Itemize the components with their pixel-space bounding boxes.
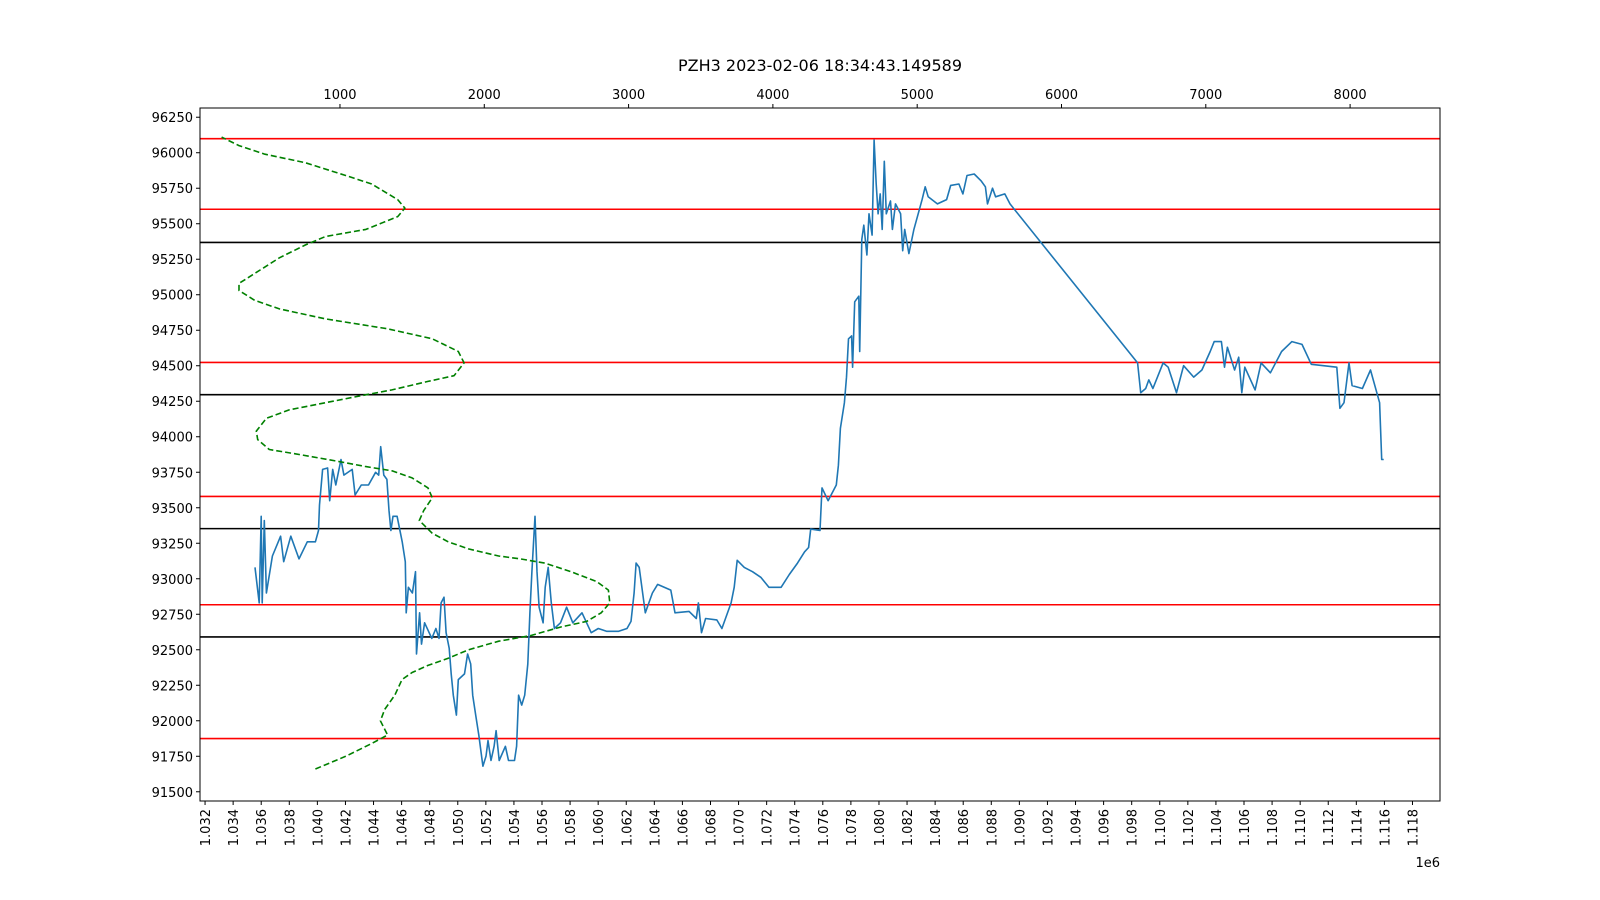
- x-tick-label: 1.038: [283, 809, 298, 846]
- x-tick-label: 1.050: [452, 809, 467, 846]
- x-tick-label: 1.052: [480, 809, 495, 846]
- y-tick-label: 94250: [152, 395, 193, 410]
- y-tick-label: 95750: [152, 182, 193, 197]
- x-tick-label: 1.084: [929, 809, 944, 846]
- y-tick-label: 94500: [152, 360, 193, 375]
- x-tick-label: 1.104: [1210, 809, 1225, 846]
- y-tick-label: 92000: [152, 715, 193, 730]
- x-tick-label: 1.070: [733, 809, 748, 846]
- y-tick-label: 94000: [152, 431, 193, 446]
- y-tick-label: 92250: [152, 679, 193, 694]
- x-tick-label: 1.100: [1154, 809, 1169, 846]
- x-tick-label: 1.092: [1041, 809, 1056, 846]
- chart-title: PZH3 2023-02-06 18:34:43.149589: [678, 56, 962, 75]
- x2-tick-label: 8000: [1334, 88, 1367, 103]
- y-tick-label: 91750: [152, 750, 193, 765]
- y-tick-label: 91500: [152, 786, 193, 801]
- x-tick-label: 1.082: [901, 809, 916, 846]
- y-tick-label: 95000: [152, 289, 193, 304]
- x-tick-label: 1.114: [1350, 809, 1365, 846]
- x-tick-label: 1.090: [1013, 809, 1028, 846]
- x-tick-label: 1.034: [227, 809, 242, 846]
- x2-tick-label: 1000: [323, 88, 356, 103]
- x-tick-label: 1.048: [424, 809, 439, 846]
- series-line: [254, 139, 1384, 767]
- x-tick-label: 1.040: [311, 809, 326, 846]
- x-tick-label: 1.066: [676, 809, 691, 846]
- x-tick-label: 1.096: [1098, 809, 1113, 846]
- x-tick-label: 1.098: [1126, 809, 1141, 846]
- x-tick-label: 1.086: [957, 809, 972, 846]
- x-tick-label: 1.042: [339, 809, 354, 846]
- y-tick-label: 93500: [152, 502, 193, 517]
- x-tick-label: 1.032: [199, 809, 214, 846]
- y-tick-label: 92500: [152, 644, 193, 659]
- x2-tick-label: 2000: [468, 88, 501, 103]
- y-tick-label: 96000: [152, 147, 193, 162]
- x-tick-label: 1.058: [564, 809, 579, 846]
- x-tick-label: 1.110: [1294, 809, 1309, 846]
- x-tick-label: 1.106: [1238, 809, 1253, 846]
- x-tick-label: 1.056: [536, 809, 551, 846]
- x-tick-label: 1.078: [845, 809, 860, 846]
- x-tick-label: 1.072: [761, 809, 776, 846]
- x-tick-label: 1.102: [1182, 809, 1197, 846]
- x-tick-label: 1.068: [704, 809, 719, 846]
- x-tick-label: 1.074: [789, 809, 804, 846]
- x-tick-label: 1.112: [1322, 809, 1337, 846]
- y-tick-label: 92750: [152, 608, 193, 623]
- x-tick-label: 1.088: [985, 809, 1000, 846]
- x-tick-label: 1.060: [592, 809, 607, 846]
- x2-tick-label: 7000: [1189, 88, 1222, 103]
- series-line: [221, 136, 611, 770]
- y-tick-label: 95250: [152, 253, 193, 268]
- x-tick-label: 1.062: [620, 809, 635, 846]
- x-tick-label: 1.118: [1406, 809, 1421, 846]
- y-tick-label: 93750: [152, 466, 193, 481]
- x-tick-label: 1.108: [1266, 809, 1281, 846]
- y-tick-label: 96250: [152, 111, 193, 126]
- x-tick-label: 1.054: [508, 809, 523, 846]
- x-tick-label: 1.094: [1070, 809, 1085, 846]
- y-tick-label: 93250: [152, 537, 193, 552]
- x-tick-label: 1.080: [873, 809, 888, 846]
- y-tick-label: 95500: [152, 218, 193, 233]
- x2-tick-label: 4000: [756, 88, 789, 103]
- x-tick-label: 1.116: [1378, 809, 1393, 846]
- x-tick-label: 1.046: [396, 809, 411, 846]
- x-tick-label: 1.036: [255, 809, 270, 846]
- x2-tick-label: 5000: [901, 88, 934, 103]
- x-tick-label: 1.064: [648, 809, 663, 846]
- axes-frame: [199, 107, 1441, 802]
- x-tick-label: 1.076: [817, 809, 832, 846]
- x2-tick-label: 6000: [1045, 88, 1078, 103]
- x2-tick-label: 3000: [612, 88, 645, 103]
- y-tick-label: 94750: [152, 324, 193, 339]
- x-offset-label: 1e6: [1415, 856, 1440, 871]
- y-tick-label: 93000: [152, 573, 193, 588]
- x-tick-label: 1.044: [368, 809, 383, 846]
